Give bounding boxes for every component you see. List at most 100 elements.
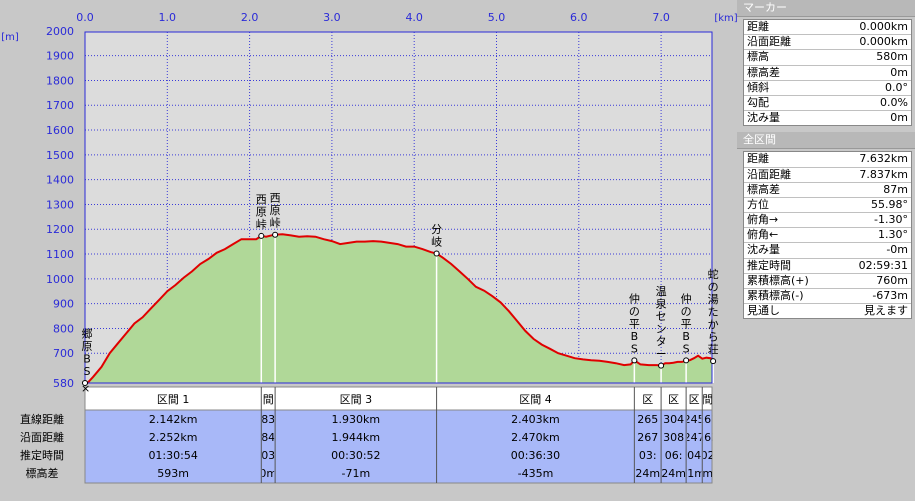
- marker-key: 距離: [747, 20, 769, 33]
- waypoint-marker: [658, 362, 665, 369]
- y-unit-label: [m]: [1, 32, 19, 43]
- total-key: 沿面距離: [747, 167, 791, 181]
- marker-key: 沈み量: [747, 111, 780, 125]
- marker-row: 標高差 0m: [744, 66, 911, 81]
- y-tick-label: 1500: [46, 149, 74, 162]
- segment-cell: 02: [701, 449, 715, 462]
- total-value: 7.632km: [859, 152, 908, 166]
- segment-cell: 308: [663, 431, 684, 444]
- y-tick-label: 1600: [46, 124, 74, 137]
- x-tick-label: 6.0: [570, 11, 588, 24]
- segment-cell: 163: [697, 431, 718, 444]
- segment-cell: 24m: [661, 467, 686, 480]
- total-value: 見えます: [864, 304, 908, 318]
- y-tick-label: 1300: [46, 198, 74, 211]
- y-tick-label: 800: [53, 322, 74, 335]
- segment-cell: 265: [637, 413, 658, 426]
- segment-cell: -71m: [342, 467, 371, 480]
- total-row: 俯角← 1.30°: [744, 228, 911, 244]
- total-row: 沈み量 -0m: [744, 243, 911, 259]
- segment-cell: -1m: [683, 467, 705, 480]
- total-key: 俯角→: [747, 213, 779, 227]
- total-key: 俯角←: [747, 228, 779, 242]
- marker-row: 沈み量 0m: [744, 111, 911, 125]
- x-tick-label: 3.0: [323, 11, 341, 24]
- total-row: 方位 55.98°: [744, 197, 911, 214]
- y-tick-label: 1700: [46, 99, 74, 112]
- marker-value: 0.0%: [880, 95, 908, 109]
- elevation-area: [85, 234, 714, 383]
- total-row: 推定時間 02:59:31: [744, 259, 911, 274]
- segment-label: 間: [702, 393, 713, 406]
- total-key: 推定時間: [747, 258, 791, 272]
- y-tick-label: 900: [53, 298, 74, 311]
- x-tick-label: 2.0: [241, 11, 259, 24]
- waypoint-label: 仲の平 B S: [629, 291, 640, 355]
- segment-cell: 304: [663, 413, 684, 426]
- marker-key: 標高: [747, 50, 769, 64]
- total-key: 沈み量: [747, 243, 780, 257]
- waypoint-marker: [433, 250, 440, 257]
- total-key: 累積標高(-): [747, 289, 804, 302]
- total-value: 760m: [876, 273, 908, 287]
- y-tick-label: 1100: [46, 248, 74, 261]
- segment-cell: 01:30:54: [148, 449, 197, 462]
- total-row: 沿面距離 7.837km: [744, 168, 911, 183]
- x-unit-label: [km]: [714, 13, 737, 24]
- y-tick-label: 1900: [46, 50, 74, 63]
- total-key: 方位: [747, 197, 769, 211]
- total-value: 02:59:31: [858, 258, 908, 272]
- segment-cell: 83: [261, 413, 275, 426]
- segment-cell: 04: [687, 449, 701, 462]
- segment-cell: 00:30:52: [331, 449, 380, 462]
- waypoint-marker: [710, 358, 717, 365]
- segment-row-label: 直線距離: [20, 412, 64, 426]
- total-value: 7.837km: [859, 167, 908, 181]
- total-value: -1.30°: [874, 213, 908, 227]
- segment-label: 区間 1: [157, 393, 190, 406]
- elevation-chart: 0.0 1.0 2.0 3.0 4.0 5.0 6.0 7.0 [km] 2000 1900 1800…: [1, 11, 737, 484]
- segment-cell: 00:36:30: [511, 449, 560, 462]
- segment-row-label: 標高差: [26, 466, 59, 480]
- waypoint-label: 蛇の湯たから荘: [708, 267, 719, 356]
- x-tick-label: 1.0: [159, 11, 177, 24]
- total-row: 累積標高(+) 760m: [744, 274, 911, 289]
- segment-cell: 2.403km: [511, 413, 560, 426]
- marker-title: マーカー: [737, 0, 915, 17]
- plot-border: [84, 31, 713, 384]
- segment-cell: 24m: [635, 467, 660, 480]
- waypoint-marker: [683, 357, 690, 364]
- elevation-line: [85, 233, 714, 384]
- total-value: 87m: [883, 182, 908, 196]
- segment-cell: 1.930km: [332, 413, 381, 426]
- segment-label: 区: [689, 393, 700, 406]
- segment-cell: 2.470km: [511, 431, 560, 444]
- segment-row-label: 沿面距離: [20, 430, 64, 444]
- waypoint-label: 西原峠: [270, 192, 281, 230]
- total-row: 見通し 見えます: [744, 304, 911, 318]
- segment-label: 区間 4: [519, 393, 552, 406]
- y-tick-label: 2000: [46, 25, 74, 38]
- origin-marker: ×: [81, 382, 90, 395]
- segment-cell: 0m: [259, 467, 277, 480]
- y-tick-label: 1000: [46, 273, 74, 286]
- total-value: -0m: [886, 243, 908, 257]
- marker-row: 沿面距離 0.000km: [744, 35, 911, 51]
- segment-cell: 84: [261, 431, 275, 444]
- marker-value: 580m: [876, 50, 908, 64]
- waypoint-marker: [631, 357, 638, 364]
- y-tick-label: 1800: [46, 74, 74, 87]
- segment-cell: 593m: [157, 467, 189, 480]
- total-row: 俯角→ -1.30°: [744, 213, 911, 229]
- waypoint-marker: [258, 232, 265, 239]
- total-key: 標高差: [747, 182, 780, 196]
- segment-cell: m: [702, 467, 713, 480]
- waypoint-label: 仲の平 B S: [681, 291, 692, 355]
- marker-row: 標高 580m: [744, 50, 911, 66]
- waypoint-marker: [272, 231, 279, 238]
- total-value: -673m: [872, 289, 908, 302]
- marker-key: 標高差: [747, 65, 780, 79]
- segment-label: 区: [642, 393, 653, 406]
- y-tick-label: 580: [53, 377, 74, 390]
- total-row: 距離 7.632km: [744, 152, 911, 168]
